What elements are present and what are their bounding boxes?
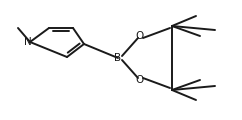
Text: B: B: [114, 53, 121, 63]
Text: O: O: [136, 31, 144, 41]
Text: N: N: [24, 37, 32, 47]
Text: O: O: [136, 75, 144, 85]
